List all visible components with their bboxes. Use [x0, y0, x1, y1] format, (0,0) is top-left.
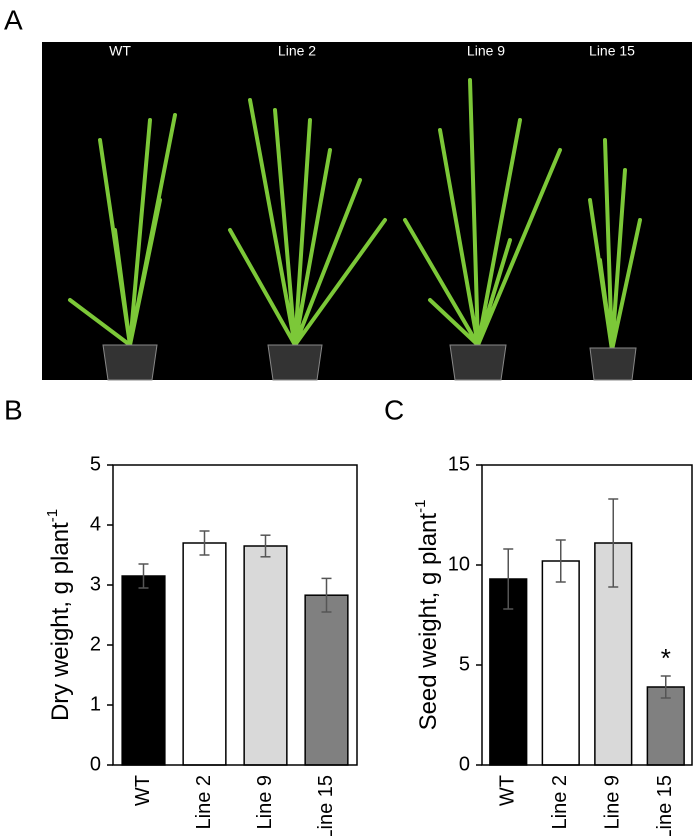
plants — [68, 78, 642, 381]
plant-label: Line 15 — [589, 43, 635, 59]
x-tick-label: WT — [497, 775, 519, 806]
y-axis-label: Dry weight, g plant-1 — [44, 509, 74, 721]
x-tick-label: WT — [132, 775, 154, 806]
y-tick-label: 5 — [90, 453, 101, 475]
x-tick-label: Line 15 — [315, 775, 337, 836]
photo — [42, 42, 692, 380]
x-tick-label: Line 9 — [254, 775, 276, 830]
x-tick-label: Line 2 — [549, 775, 571, 830]
y-tick-label: 15 — [448, 453, 470, 475]
plot-frame — [112, 464, 358, 766]
bar — [243, 545, 288, 766]
panel-label: A — [4, 4, 23, 35]
y-axis-label-superscript: -1 — [412, 500, 429, 513]
y-tick-label: 1 — [90, 693, 101, 715]
x-tick-label: Line 15 — [654, 775, 676, 836]
y-tick-label: 4 — [90, 513, 101, 535]
y-axis-label-superscript: -1 — [44, 509, 61, 522]
y-tick-label: 0 — [459, 753, 470, 775]
plot-frame — [481, 464, 693, 766]
panel-label: B — [4, 394, 23, 425]
bar — [489, 578, 528, 766]
x-tick-label: Line 9 — [602, 775, 624, 830]
y-tick-label: 0 — [90, 753, 101, 775]
panel-label: C — [384, 394, 404, 425]
plant-label: Line 9 — [467, 43, 505, 59]
bar — [182, 542, 227, 766]
y-axis-label-text: Dry weight, g plant — [47, 522, 74, 721]
y-axis-label-text: Seed weight, g plant — [415, 513, 442, 731]
y-axis-label: Seed weight, g plant-1 — [412, 500, 442, 731]
plant-label: WT — [109, 43, 131, 59]
y-tick-label: 10 — [448, 553, 470, 575]
bar — [304, 594, 349, 766]
y-tick-label: 2 — [90, 633, 101, 655]
y-tick-label: 5 — [459, 653, 470, 675]
x-tick-label: Line 2 — [193, 775, 215, 830]
significance-marker: * — [661, 643, 671, 673]
bar — [541, 560, 580, 766]
bar — [121, 575, 166, 766]
y-tick-label: 3 — [90, 573, 101, 595]
plant-label: Line 2 — [278, 43, 316, 59]
